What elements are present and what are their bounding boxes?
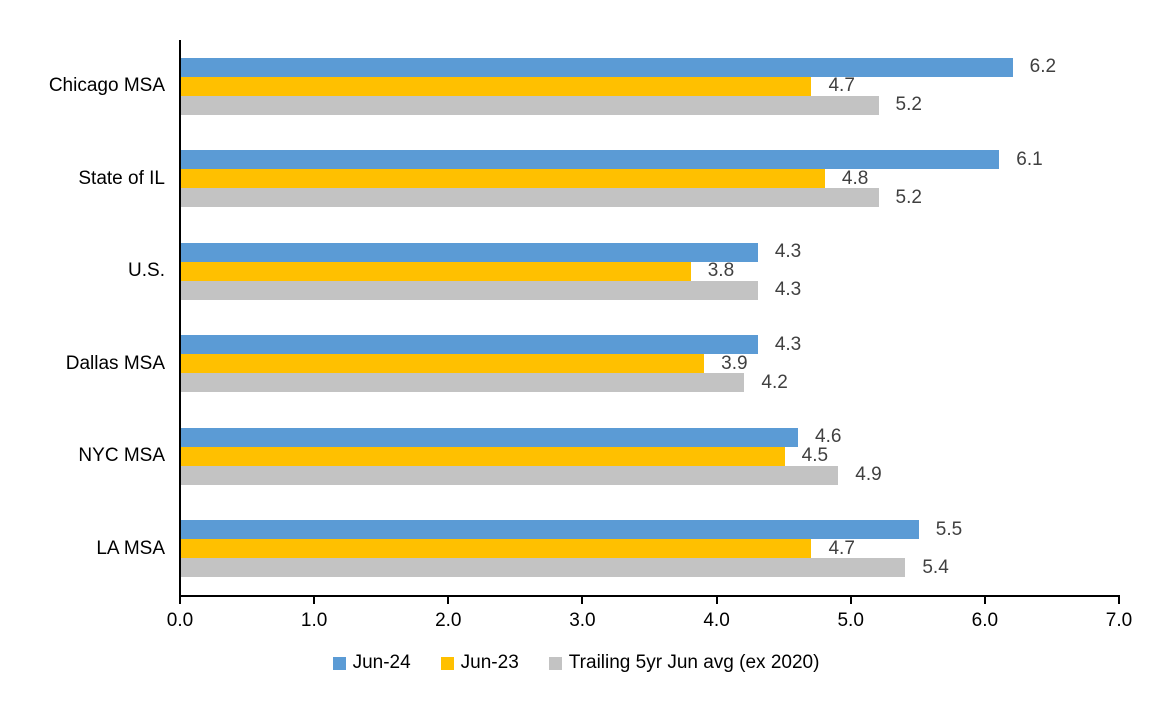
bar-value-label: 4.2 bbox=[761, 371, 788, 393]
category-label-chicago-msa: Chicago MSA bbox=[48, 75, 165, 97]
bar-jun-23-dallas-msa bbox=[181, 354, 705, 374]
bar-value-label: 4.3 bbox=[774, 279, 802, 301]
bar-jun-23-state-of-il bbox=[181, 169, 825, 189]
bar-value-label: 4.6 bbox=[815, 426, 842, 448]
category-label-la-msa: LA MSA bbox=[96, 537, 165, 559]
legend-label: Jun-24 bbox=[352, 652, 411, 673]
bar-jun-23-chicago-msa bbox=[181, 76, 812, 96]
bar-trailing-5yr-jun-avg-ex-2020-la-msa bbox=[181, 558, 906, 578]
bar-jun-24-la-msa bbox=[181, 520, 919, 540]
bar-value-label: 5.2 bbox=[895, 186, 922, 208]
x-axis-tick bbox=[313, 595, 316, 604]
x-axis-tick-label: 6.0 bbox=[971, 610, 999, 631]
bar-value-label: 5.4 bbox=[922, 556, 949, 578]
bar-value-label: 4.7 bbox=[828, 75, 855, 97]
bar-value-label: 3.9 bbox=[721, 352, 748, 374]
x-axis-tick-label: 2.0 bbox=[435, 610, 462, 631]
x-axis-tick bbox=[715, 595, 718, 604]
x-axis-tick-label: 3.0 bbox=[569, 610, 596, 631]
category-label-u-s: U.S. bbox=[128, 260, 165, 282]
bar-value-label: 4.9 bbox=[855, 464, 882, 486]
x-axis-tick-label: 4.0 bbox=[703, 610, 730, 631]
x-axis-tick bbox=[447, 595, 450, 604]
legend-swatch-icon bbox=[548, 656, 562, 670]
bar-value-label: 4.7 bbox=[828, 537, 855, 559]
bar-value-label: 5.5 bbox=[935, 518, 963, 540]
category-label-nyc-msa: NYC MSA bbox=[78, 445, 165, 467]
x-axis-tick-label: 0.0 bbox=[166, 610, 194, 631]
x-axis-line bbox=[179, 595, 1120, 597]
bar-trailing-5yr-jun-avg-ex-2020-dallas-msa bbox=[181, 373, 745, 393]
bar-value-label: 4.5 bbox=[801, 445, 829, 467]
bar-trailing-5yr-jun-avg-ex-2020-u-s bbox=[181, 280, 758, 300]
bar-trailing-5yr-jun-avg-ex-2020-chicago-msa bbox=[181, 95, 879, 115]
legend-swatch-icon bbox=[440, 656, 454, 670]
x-axis-tick bbox=[1118, 595, 1120, 604]
x-axis-tick-label: 5.0 bbox=[837, 610, 864, 631]
bar-jun-23-u-s bbox=[181, 261, 691, 281]
legend-item-jun-23: Jun-23 bbox=[440, 652, 519, 674]
x-axis-tick bbox=[581, 595, 584, 604]
bar-jun-23-la-msa bbox=[181, 539, 812, 559]
legend-label: Trailing 5yr Jun avg (ex 2020) bbox=[568, 652, 820, 673]
bar-trailing-5yr-jun-avg-ex-2020-state-of-il bbox=[181, 188, 879, 208]
bar-jun-24-nyc-msa bbox=[181, 427, 799, 447]
x-axis-tick-label: 7.0 bbox=[1105, 610, 1133, 631]
bar-value-label: 6.1 bbox=[1016, 148, 1043, 170]
bar-trailing-5yr-jun-avg-ex-2020-nyc-msa bbox=[181, 465, 839, 485]
x-axis-tick bbox=[179, 595, 181, 604]
bar-value-label: 4.3 bbox=[774, 333, 802, 355]
bar-value-label: 3.8 bbox=[707, 260, 735, 282]
bar-jun-24-u-s bbox=[181, 242, 758, 262]
y-axis-line bbox=[179, 40, 181, 597]
x-axis-tick-label: 1.0 bbox=[300, 610, 328, 631]
bar-jun-24-chicago-msa bbox=[181, 57, 1013, 77]
legend-item-trailing-5yr-jun-avg-ex-2020: Trailing 5yr Jun avg (ex 2020) bbox=[548, 652, 820, 674]
bar-jun-24-state-of-il bbox=[181, 150, 1000, 170]
bar-value-label: 6.2 bbox=[1029, 56, 1057, 78]
bar-jun-23-nyc-msa bbox=[181, 446, 785, 466]
bar-value-label: 4.3 bbox=[774, 241, 802, 263]
category-label-dallas-msa: Dallas MSA bbox=[65, 352, 165, 374]
x-axis-tick bbox=[849, 595, 852, 604]
bar-jun-24-dallas-msa bbox=[181, 335, 758, 355]
legend-swatch-icon bbox=[332, 656, 346, 670]
x-axis-tick bbox=[983, 595, 986, 604]
legend-item-jun-24: Jun-24 bbox=[332, 652, 411, 674]
bar-value-label: 5.2 bbox=[895, 94, 922, 116]
legend: Jun-24 Jun-23 Trailing 5yr Jun avg (ex 202… bbox=[0, 652, 1152, 674]
category-label-state-of-il: State of IL bbox=[78, 167, 165, 189]
legend-label: Jun-23 bbox=[460, 652, 519, 673]
bar-value-label: 4.8 bbox=[841, 167, 869, 189]
